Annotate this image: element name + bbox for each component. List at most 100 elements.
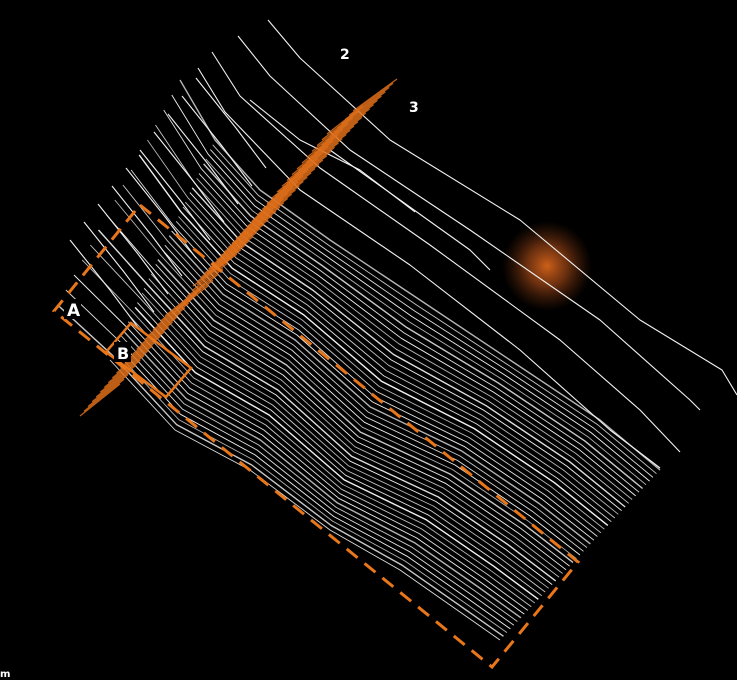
hatch-mark bbox=[266, 175, 304, 205]
hatch-mark bbox=[296, 140, 334, 170]
hatch-mark bbox=[301, 134, 339, 164]
contour-line bbox=[163, 109, 640, 493]
contour-line bbox=[127, 321, 529, 611]
hatch-mark bbox=[79, 383, 121, 417]
hatch-marks bbox=[79, 78, 398, 417]
hatch-mark bbox=[221, 227, 259, 257]
hatch-mark bbox=[326, 105, 364, 135]
hatch-mark bbox=[231, 215, 269, 245]
contour-line bbox=[81, 259, 536, 604]
contour-line bbox=[114, 350, 508, 633]
contour-line bbox=[89, 244, 546, 593]
contour-line bbox=[205, 158, 647, 486]
hatch-mark bbox=[103, 354, 145, 388]
contour-line-outer bbox=[211, 51, 681, 453]
line-3-label: 3 bbox=[409, 100, 419, 116]
hatch-mark bbox=[306, 128, 344, 158]
box-b-label-bg bbox=[114, 342, 131, 362]
contour-line bbox=[106, 214, 567, 571]
hatch-mark bbox=[111, 345, 153, 379]
box-b-label: B bbox=[117, 344, 129, 363]
contour-line-fan bbox=[69, 239, 141, 331]
hatch-mark bbox=[196, 256, 234, 286]
hatch-mark bbox=[241, 204, 279, 234]
contour-line bbox=[134, 306, 539, 600]
line-2-label: 2 bbox=[340, 47, 350, 63]
hatch-mark bbox=[246, 198, 284, 228]
contour-line bbox=[157, 259, 574, 563]
hatch-mark bbox=[311, 122, 349, 152]
hatch-mark bbox=[321, 111, 359, 141]
hatch-mark bbox=[261, 180, 299, 210]
hatch-mark bbox=[160, 288, 202, 322]
contour-line-fan bbox=[139, 149, 211, 241]
contour-line bbox=[162, 249, 581, 556]
contour-line bbox=[97, 229, 557, 582]
hatch-mark bbox=[156, 293, 198, 327]
contour-line-fan bbox=[195, 77, 267, 169]
hatch-mark bbox=[206, 244, 244, 274]
contour-line bbox=[122, 184, 588, 548]
hatch-mark bbox=[291, 146, 329, 176]
hatch-mark bbox=[276, 163, 314, 193]
contour-line bbox=[179, 79, 661, 471]
hatch-mark bbox=[286, 151, 324, 181]
hatch-mark bbox=[164, 283, 206, 317]
contour-line bbox=[164, 244, 584, 552]
hatch-mark bbox=[83, 378, 125, 412]
dashed-box-a bbox=[51, 202, 581, 670]
hatch-mark bbox=[136, 316, 178, 350]
hatch-mark bbox=[124, 331, 165, 365]
contour-line-fan bbox=[83, 221, 155, 313]
contour-line bbox=[141, 292, 549, 589]
contour-line-fan bbox=[111, 185, 183, 277]
contour-line bbox=[116, 345, 511, 630]
hatch-mark bbox=[144, 307, 186, 341]
hatch-mark bbox=[316, 117, 354, 147]
hotspot-glow bbox=[502, 221, 592, 311]
hatch-mark bbox=[317, 116, 363, 150]
hatch-mark bbox=[236, 210, 274, 240]
contour-line bbox=[130, 316, 532, 608]
hatch-mark bbox=[148, 302, 190, 336]
hatch-mark bbox=[281, 157, 319, 187]
hatch-mark bbox=[152, 297, 194, 331]
box-a-label-bg bbox=[64, 299, 81, 319]
contour-line-fan bbox=[125, 167, 197, 259]
contour-line bbox=[121, 335, 518, 622]
hatch-mark bbox=[87, 373, 129, 407]
contour-line bbox=[148, 278, 560, 578]
contour-line bbox=[155, 124, 629, 504]
contour-line bbox=[143, 287, 553, 585]
contour-line bbox=[210, 149, 654, 478]
box-a-label: A bbox=[67, 301, 81, 321]
contour-line bbox=[212, 144, 657, 475]
hatch-mark bbox=[140, 312, 182, 346]
contour-line-fan bbox=[167, 113, 239, 205]
hatch-mark bbox=[211, 239, 249, 269]
hatch-mark bbox=[186, 268, 224, 298]
contour-lines bbox=[57, 19, 737, 641]
contour-line bbox=[155, 263, 570, 567]
contour-line bbox=[109, 359, 501, 641]
contour-line-outer bbox=[267, 19, 737, 396]
contour-line bbox=[171, 94, 650, 482]
hatch-mark bbox=[191, 262, 229, 292]
contour-line-outer bbox=[197, 67, 661, 469]
hatch-mark bbox=[226, 221, 264, 251]
hatch-mark bbox=[348, 82, 394, 116]
corner-label: m bbox=[0, 669, 10, 680]
contour-line-outer bbox=[237, 35, 701, 411]
hatch-mark bbox=[352, 78, 398, 112]
hatch-mark bbox=[305, 129, 351, 163]
hatch-mark bbox=[107, 350, 149, 384]
contour-line bbox=[130, 169, 598, 537]
contour-line bbox=[182, 206, 612, 523]
contour-line bbox=[73, 274, 525, 615]
contour-line-fan bbox=[153, 131, 225, 223]
contour-line bbox=[123, 330, 522, 619]
contour-line-fan bbox=[97, 203, 169, 295]
contour-line bbox=[184, 201, 616, 519]
hatch-mark bbox=[216, 233, 254, 263]
